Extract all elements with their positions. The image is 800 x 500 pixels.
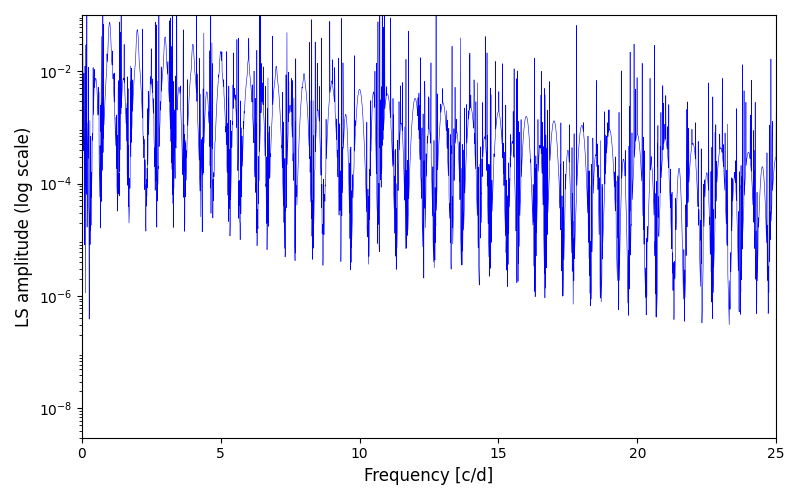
X-axis label: Frequency [c/d]: Frequency [c/d] [364,467,494,485]
Y-axis label: LS amplitude (log scale): LS amplitude (log scale) [15,126,33,326]
